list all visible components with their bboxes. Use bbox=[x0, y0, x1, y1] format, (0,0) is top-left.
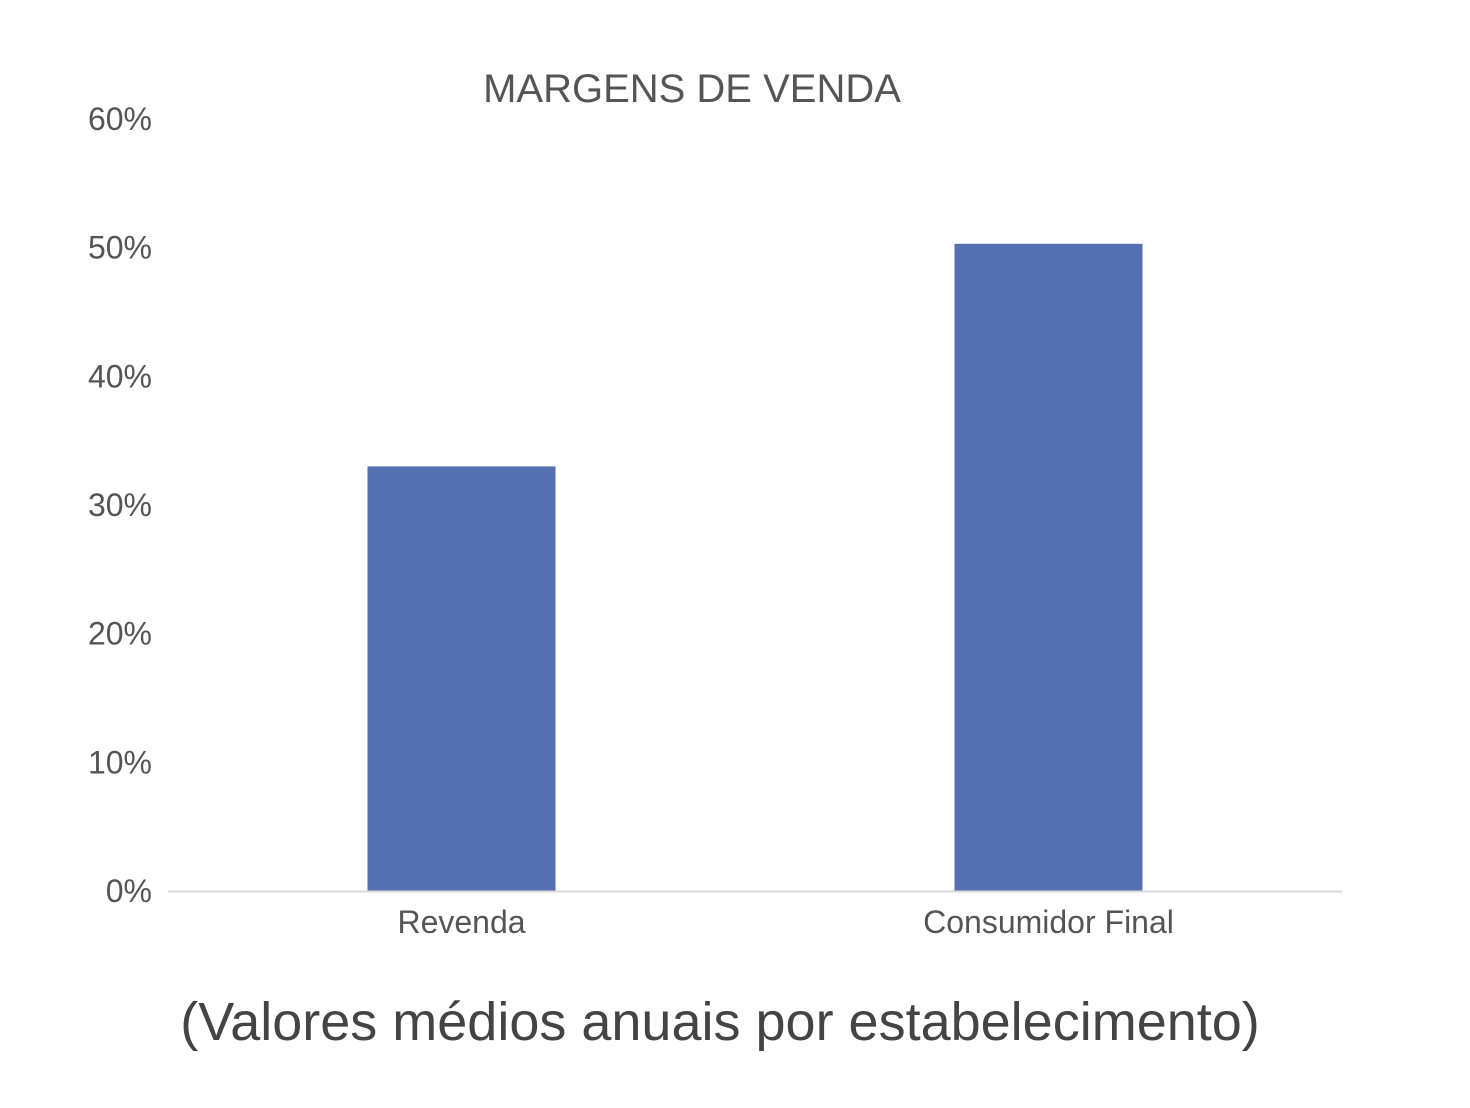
y-tick-label-3: 30% bbox=[88, 487, 152, 523]
bars-group bbox=[367, 243, 1143, 892]
y-tick-label-4: 40% bbox=[88, 358, 152, 394]
bar-revenda bbox=[367, 466, 556, 891]
y-tick-label-0: 0% bbox=[106, 873, 152, 909]
bar-consumidor-final bbox=[954, 243, 1143, 892]
y-axis-ticks: 0% 10% 20% 30% 40% 50% 60% bbox=[88, 101, 152, 909]
y-tick-label-6: 60% bbox=[88, 101, 152, 137]
y-tick-label-1: 10% bbox=[88, 744, 152, 780]
category-label-1: Consumidor Final bbox=[923, 904, 1174, 940]
y-tick-label-5: 50% bbox=[88, 230, 152, 266]
chart-subtitle: (Valores médios anuais por estabelecimen… bbox=[180, 992, 1260, 1052]
category-label-0: Revenda bbox=[397, 904, 525, 940]
chart-title: MARGENS DE VENDA bbox=[483, 67, 901, 111]
y-tick-label-2: 20% bbox=[88, 616, 152, 652]
category-labels: Revenda Consumidor Final bbox=[397, 904, 1173, 940]
